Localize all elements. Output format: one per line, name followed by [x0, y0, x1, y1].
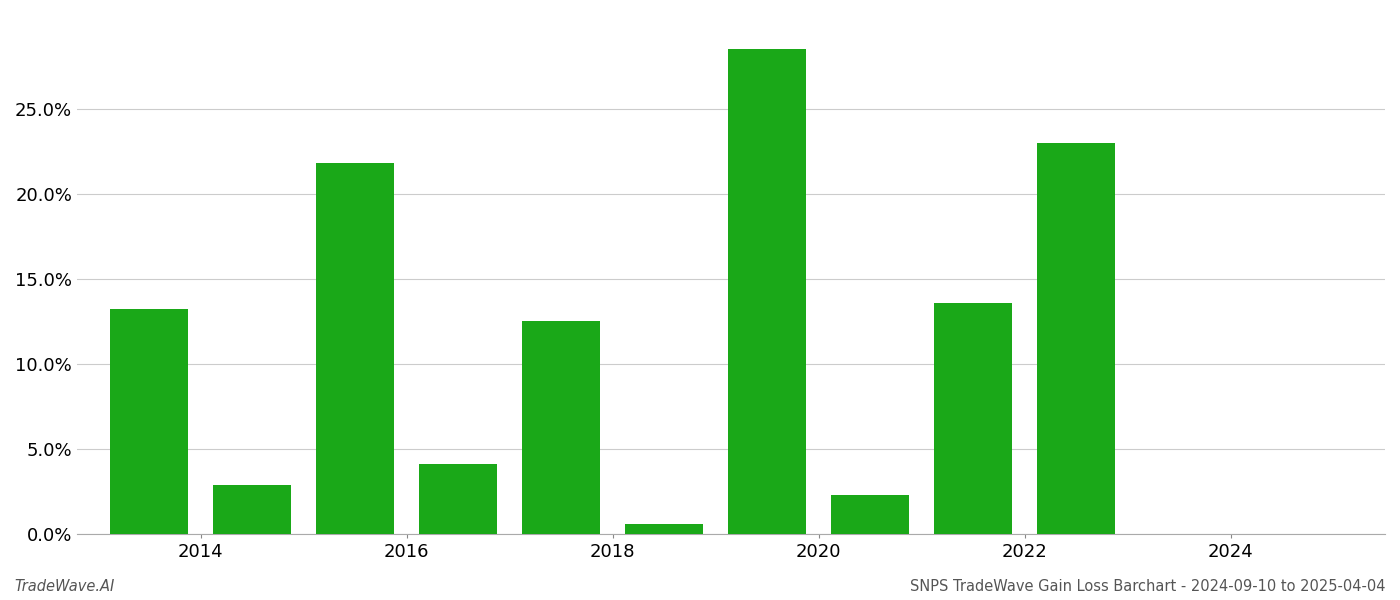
Bar — [316, 163, 393, 534]
Bar — [832, 495, 909, 534]
Bar — [111, 310, 188, 534]
Bar — [420, 464, 497, 534]
Text: SNPS TradeWave Gain Loss Barchart - 2024-09-10 to 2025-04-04: SNPS TradeWave Gain Loss Barchart - 2024… — [910, 579, 1386, 594]
Bar — [1037, 143, 1114, 534]
Bar — [626, 524, 703, 534]
Bar — [213, 485, 291, 534]
Bar — [934, 302, 1012, 534]
Bar — [522, 321, 599, 534]
Bar — [728, 49, 805, 534]
Text: TradeWave.AI: TradeWave.AI — [14, 579, 115, 594]
